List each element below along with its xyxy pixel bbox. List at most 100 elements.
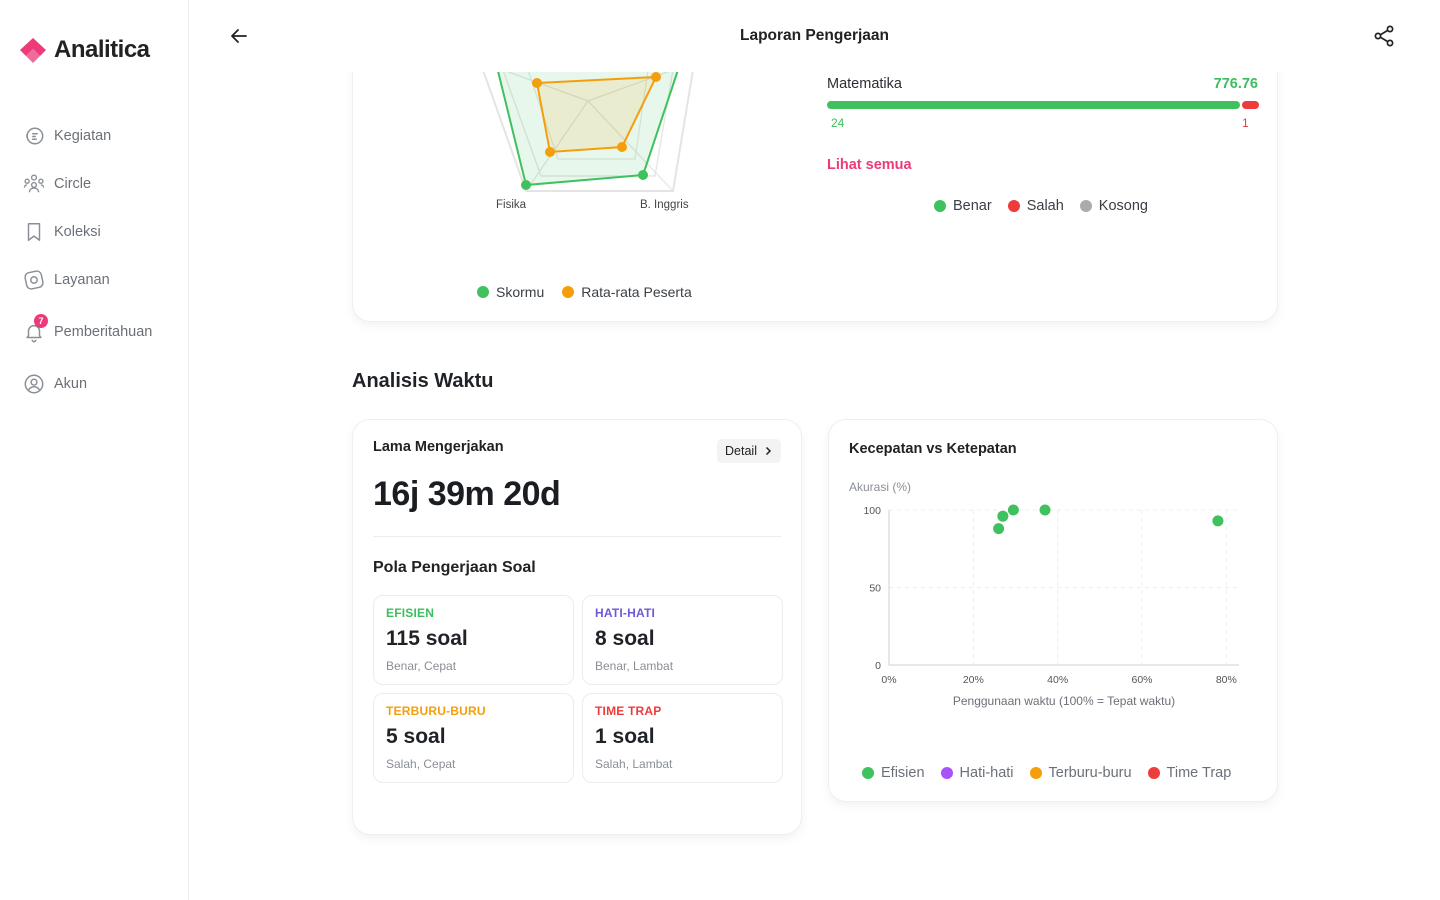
legend-label: Salah (1026, 198, 1064, 214)
duration-value: 16j 39m 20d (373, 475, 561, 513)
subject-name: Matematika (827, 76, 902, 92)
section-title: Analisis Waktu (352, 370, 494, 392)
sidebar-item-circle[interactable]: Circle (22, 160, 182, 208)
radar-point (651, 72, 661, 82)
legend-dot (562, 286, 575, 298)
legend-label: Benar (953, 198, 992, 214)
see-all-link[interactable]: Lihat semua (827, 157, 912, 173)
legend-item: Terburu-buru (1029, 765, 1132, 781)
radar-axis-label: Fisika (496, 199, 527, 211)
tile-value: 1 soal (595, 725, 655, 748)
sidebar-nav: Kegiatan Circle Koleksi Layanan 7 Pe (22, 112, 182, 408)
legend-item: Benar (934, 198, 992, 214)
tile-category: EFISIEN (386, 606, 435, 620)
sidebar-item-kegiatan[interactable]: Kegiatan (22, 112, 182, 160)
sidebar-item-label: Koleksi (54, 224, 101, 240)
scatter-point (1212, 515, 1224, 527)
notification-badge: 7 (34, 314, 48, 328)
correct-bar (827, 101, 1240, 109)
radar-point (532, 78, 542, 88)
tile-value: 8 soal (595, 627, 655, 650)
arrow-left-icon (231, 29, 247, 43)
y-axis-label: Akurasi (%) (849, 480, 911, 494)
tile-description: Benar, Lambat (595, 659, 674, 673)
bell-icon: 7 (22, 314, 48, 344)
activity-icon (22, 124, 46, 148)
sidebar-item-label: Kegiatan (54, 128, 112, 144)
sidebar-item-akun[interactable]: Akun (22, 360, 182, 408)
compass-icon (22, 268, 46, 292)
y-tick-label: 50 (869, 583, 881, 595)
card-title: Lama Mengerjakan (373, 439, 504, 455)
x-tick-label: 40% (1047, 674, 1068, 686)
sidebar-item-label: Akun (54, 376, 88, 392)
answer-legend: Benar Salah Kosong (934, 198, 1148, 214)
speed-accuracy-card: Kecepatan vs Ketepatan Akurasi (%) 0 50 100 0… (828, 419, 1278, 802)
pattern-tile-efisien[interactable]: EFISIEN 115 soal Benar, Cepat (373, 595, 574, 685)
radar-legend: Skormu Rata-rata Peserta (477, 284, 692, 300)
answer-progress-bar (827, 101, 1259, 109)
pattern-tile-terburu-buru[interactable]: TERBURU-BURU 5 soal Salah, Cepat (373, 693, 574, 783)
detail-button-label: Detail (725, 444, 757, 458)
subject-score-card: Fisika B. Inggris Skormu Rata-rata Peser… (352, 40, 1278, 322)
legend-dot (1079, 200, 1092, 212)
radar-chart (481, 62, 695, 192)
logo-icon (20, 38, 46, 63)
radar-axis-label: B. Inggris (640, 199, 689, 211)
legend-dot (477, 286, 489, 298)
legend-item: Time Trap (1147, 765, 1232, 781)
legend-label: Skormu (496, 284, 545, 300)
tile-category: TERBURU-BURU (386, 704, 486, 718)
y-tick-label: 0 (875, 660, 881, 672)
wrong-count: 1 (1242, 116, 1249, 130)
x-tick-label: 20% (963, 674, 984, 686)
legend-label: Time Trap (1166, 765, 1232, 781)
duration-card: Lama Mengerjakan Detail 16j 39m 20d Pola… (352, 419, 802, 835)
x-tick-label: 0% (881, 674, 896, 686)
tile-description: Salah, Cepat (386, 757, 456, 771)
legend-dot (934, 200, 946, 212)
chart-title: Kecepatan vs Ketepatan (849, 441, 1017, 457)
tile-value: 5 soal (386, 725, 446, 748)
sidebar: Analitica Kegiatan Circle Koleksi Layana… (0, 0, 189, 900)
legend-item: Hati-hati (940, 765, 1014, 781)
scatter-point (997, 510, 1009, 522)
people-icon (22, 172, 46, 196)
scatter-point (1039, 504, 1051, 516)
sidebar-item-pemberitahuan[interactable]: 7 Pemberitahuan (22, 304, 182, 360)
tile-description: Benar, Cepat (386, 659, 457, 673)
tile-category: TIME TRAP (595, 704, 662, 718)
x-axis-label: Penggunaan waktu (100% = Tepat waktu) (953, 694, 1175, 708)
share-button[interactable] (1372, 24, 1396, 48)
y-tick-label: 100 (863, 505, 881, 517)
detail-button[interactable]: Detail (717, 439, 781, 463)
sidebar-item-label: Layanan (54, 272, 110, 288)
page-title: Laporan Pengerjaan (739, 27, 889, 44)
legend-label: Terburu-buru (1048, 765, 1132, 781)
sidebar-item-koleksi[interactable]: Koleksi (22, 208, 182, 256)
legend-item: Efisien (862, 765, 925, 781)
legend-label: Kosong (1098, 198, 1148, 214)
tile-description: Salah, Lambat (595, 757, 673, 771)
radar-point (545, 147, 555, 157)
sidebar-item-label: Pemberitahuan (54, 324, 153, 340)
share-icon (1374, 25, 1394, 47)
brand-logo[interactable]: Analitica (18, 36, 150, 64)
legend-dot (1007, 200, 1020, 212)
x-tick-label: 80% (1216, 674, 1237, 686)
bookmark-icon (22, 220, 46, 244)
legend-item: Salah (1007, 198, 1064, 214)
legend-dot (940, 767, 953, 779)
legend-item: Skormu (477, 284, 544, 300)
pattern-tile-time-trap[interactable]: TIME TRAP 1 soal Salah, Lambat (582, 693, 783, 783)
back-button[interactable] (227, 24, 251, 48)
correct-count: 24 (831, 116, 845, 130)
pattern-tile-hati-hati[interactable]: HATI-HATI 8 soal Benar, Lambat (582, 595, 783, 685)
radar-point (521, 180, 531, 190)
tile-value: 115 soal (386, 627, 468, 650)
scatter-legend: Efisien Hati-hati Terburu-buru Time Trap (862, 765, 1231, 781)
sidebar-item-label: Circle (54, 176, 92, 192)
scatter-point (1007, 504, 1019, 516)
sidebar-item-layanan[interactable]: Layanan (22, 256, 182, 304)
legend-label: Hati-hati (959, 765, 1014, 781)
